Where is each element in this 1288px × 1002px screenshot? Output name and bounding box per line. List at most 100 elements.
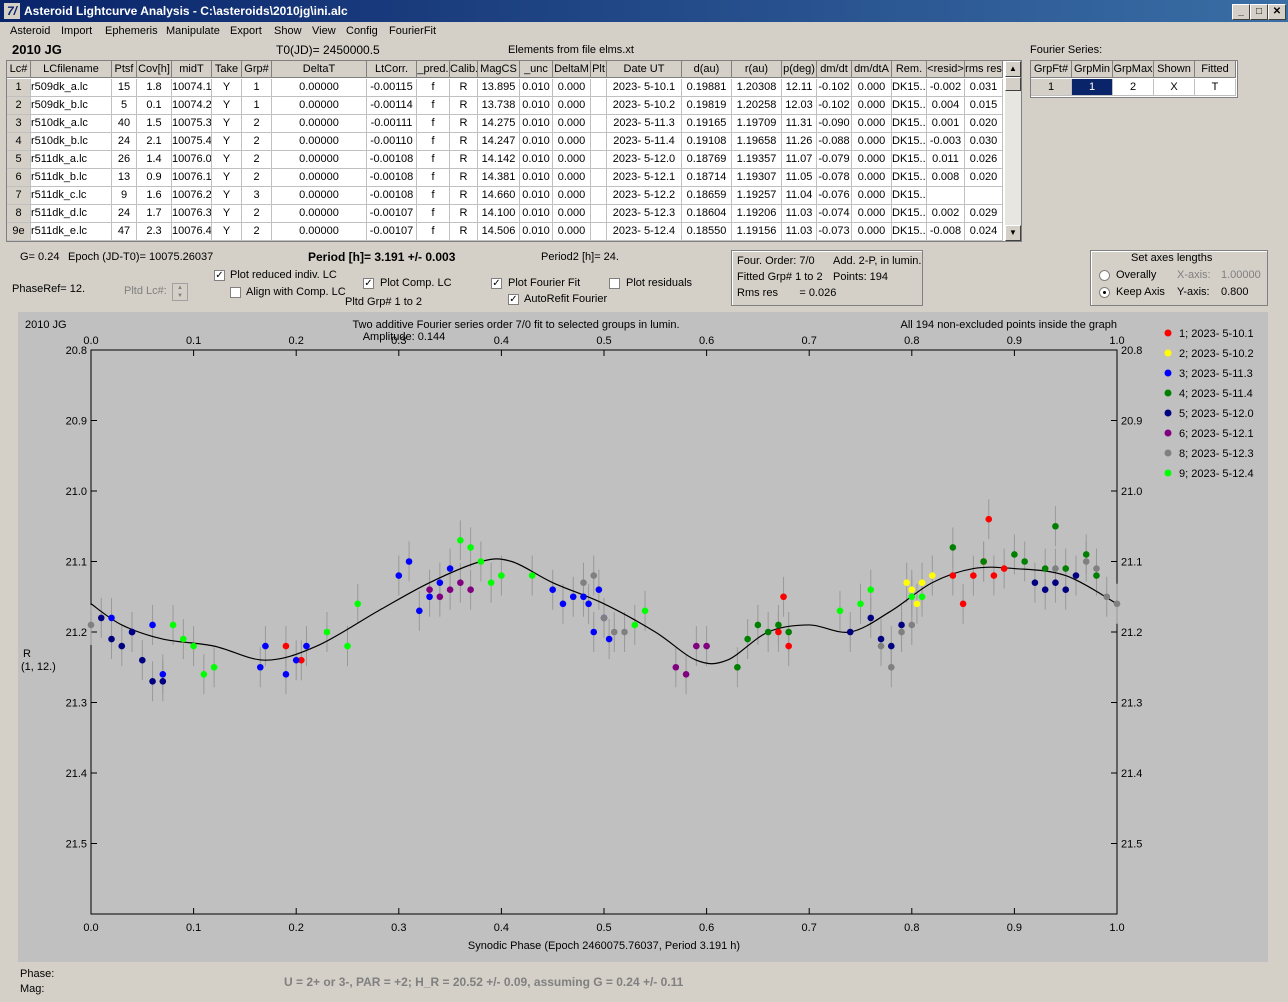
spin-up-icon[interactable]: ▲ bbox=[177, 285, 183, 291]
table-cell[interactable] bbox=[965, 187, 1003, 205]
table-cell[interactable]: 12.11 bbox=[782, 79, 817, 97]
table-cell[interactable]: -0.078 bbox=[817, 169, 852, 187]
column-header[interactable]: Rem. bbox=[892, 61, 927, 78]
table-cell[interactable]: 40 bbox=[112, 115, 137, 133]
column-header[interactable]: dm/dt bbox=[817, 61, 852, 78]
table-scrollbar[interactable]: ▲ ▼ bbox=[1005, 61, 1021, 241]
column-header[interactable]: Ptsf bbox=[112, 61, 137, 78]
table-cell[interactable]: 2 bbox=[242, 151, 272, 169]
column-header[interactable]: Cov[h] bbox=[137, 61, 172, 78]
fourier-series-table[interactable]: GrpFt# 1 GrpMin 1 GrpMax 2 Shown X Fitted T bbox=[1030, 60, 1238, 98]
table-cell[interactable]: 1.19357 bbox=[732, 151, 782, 169]
table-cell[interactable]: r510dk_b.lc bbox=[31, 133, 112, 151]
table-cell[interactable] bbox=[927, 187, 965, 205]
table-cell[interactable]: r509dk_a.lc bbox=[31, 79, 112, 97]
column-header[interactable]: LCfilename bbox=[31, 61, 112, 78]
table-cell[interactable]: 0.030 bbox=[965, 133, 1003, 151]
table-cell[interactable]: 10074.2 bbox=[172, 97, 212, 115]
table-cell[interactable]: -0.00111 bbox=[367, 115, 417, 133]
table-cell[interactable]: 24 bbox=[112, 133, 137, 151]
table-cell[interactable]: DK15... bbox=[892, 223, 927, 241]
menu-export[interactable]: Export bbox=[230, 25, 262, 37]
table-cell[interactable]: 10076.0 bbox=[172, 151, 212, 169]
menu-ephemeris[interactable]: Ephemeris bbox=[105, 25, 158, 37]
table-cell[interactable]: 0.020 bbox=[965, 169, 1003, 187]
table-cell[interactable]: r511dk_d.lc bbox=[31, 205, 112, 223]
scroll-thumb[interactable] bbox=[1005, 77, 1021, 91]
table-cell[interactable] bbox=[591, 205, 607, 223]
column-header[interactable]: rms res bbox=[965, 61, 1003, 78]
table-cell[interactable]: 2023- 5-12.3 bbox=[607, 205, 682, 223]
table-cell[interactable]: DK15... bbox=[892, 115, 927, 133]
scroll-up-icon[interactable]: ▲ bbox=[1005, 61, 1021, 77]
row-header[interactable]: 8 bbox=[7, 205, 31, 223]
table-cell[interactable]: 13.738 bbox=[478, 97, 520, 115]
table-cell[interactable]: -0.00110 bbox=[367, 133, 417, 151]
fourier-cell[interactable]: 1 bbox=[1072, 79, 1113, 96]
table-cell[interactable]: 0.1 bbox=[137, 97, 172, 115]
table-cell[interactable]: 15 bbox=[112, 79, 137, 97]
table-cell[interactable]: 0.000 bbox=[852, 169, 892, 187]
table-cell[interactable]: 0.010 bbox=[520, 97, 553, 115]
table-cell[interactable]: 14.660 bbox=[478, 187, 520, 205]
pltd-lc-spinner[interactable]: ▲ ▼ bbox=[172, 283, 188, 301]
column-header[interactable]: Grp# bbox=[242, 61, 272, 78]
table-cell[interactable]: 0.18550 bbox=[682, 223, 732, 241]
menu-config[interactable]: Config bbox=[346, 25, 378, 37]
table-cell[interactable]: Y bbox=[212, 97, 242, 115]
table-cell[interactable]: 0.000 bbox=[852, 133, 892, 151]
row-header[interactable]: 3 bbox=[7, 115, 31, 133]
table-cell[interactable]: 14.100 bbox=[478, 205, 520, 223]
column-header[interactable]: _unc bbox=[520, 61, 553, 78]
table-cell[interactable]: -0.00108 bbox=[367, 187, 417, 205]
table-cell[interactable]: 0.00000 bbox=[272, 115, 367, 133]
table-cell[interactable]: 11.05 bbox=[782, 169, 817, 187]
close-button[interactable]: ✕ bbox=[1268, 4, 1286, 20]
table-cell[interactable]: 10076.3 bbox=[172, 205, 212, 223]
column-header[interactable]: <resid> bbox=[927, 61, 965, 78]
table-cell[interactable]: 0.010 bbox=[520, 115, 553, 133]
table-cell[interactable]: 13.895 bbox=[478, 79, 520, 97]
table-cell[interactable]: Y bbox=[212, 205, 242, 223]
table-cell[interactable]: r511dk_a.lc bbox=[31, 151, 112, 169]
table-cell[interactable]: 0.000 bbox=[852, 79, 892, 97]
table-cell[interactable]: R bbox=[450, 169, 478, 187]
table-cell[interactable]: 0.000 bbox=[852, 97, 892, 115]
table-cell[interactable]: Y bbox=[212, 187, 242, 205]
table-cell[interactable]: Y bbox=[212, 79, 242, 97]
table-cell[interactable]: 0.000 bbox=[852, 205, 892, 223]
column-header[interactable]: Plt bbox=[591, 61, 607, 78]
column-header[interactable]: Lc# bbox=[7, 61, 31, 78]
table-cell[interactable]: 1.4 bbox=[137, 151, 172, 169]
table-cell[interactable] bbox=[591, 187, 607, 205]
table-cell[interactable]: 0.9 bbox=[137, 169, 172, 187]
table-cell[interactable]: 0.010 bbox=[520, 223, 553, 241]
table-cell[interactable]: 0.000 bbox=[553, 151, 591, 169]
table-cell[interactable]: f bbox=[417, 79, 450, 97]
table-cell[interactable]: 1.6 bbox=[137, 187, 172, 205]
table-cell[interactable]: 14.142 bbox=[478, 151, 520, 169]
table-cell[interactable]: 0.18714 bbox=[682, 169, 732, 187]
table-cell[interactable]: 11.03 bbox=[782, 223, 817, 241]
table-cell[interactable]: -0.088 bbox=[817, 133, 852, 151]
table-cell[interactable]: 0.00000 bbox=[272, 205, 367, 223]
table-cell[interactable]: 0.020 bbox=[965, 115, 1003, 133]
table-cell[interactable]: 0.000 bbox=[553, 97, 591, 115]
table-cell[interactable]: f bbox=[417, 97, 450, 115]
table-cell[interactable]: 2023- 5-12.4 bbox=[607, 223, 682, 241]
table-cell[interactable]: 2.3 bbox=[137, 223, 172, 241]
table-cell[interactable]: 47 bbox=[112, 223, 137, 241]
table-cell[interactable]: -0.00107 bbox=[367, 205, 417, 223]
row-header[interactable]: 9e bbox=[7, 223, 31, 241]
table-cell[interactable]: 0.010 bbox=[520, 187, 553, 205]
table-cell[interactable]: 0.18769 bbox=[682, 151, 732, 169]
table-cell[interactable]: f bbox=[417, 169, 450, 187]
table-cell[interactable]: 2 bbox=[242, 133, 272, 151]
fourier-column-header[interactable]: GrpMin bbox=[1072, 61, 1113, 78]
table-cell[interactable]: R bbox=[450, 97, 478, 115]
fourier-cell[interactable]: 1 bbox=[1031, 79, 1072, 96]
table-cell[interactable]: DK15... bbox=[892, 133, 927, 151]
table-cell[interactable] bbox=[591, 79, 607, 97]
lightcurve-plot[interactable]: 2010 JG Two additive Fourier series orde… bbox=[18, 312, 1268, 962]
table-cell[interactable]: 10076.2 bbox=[172, 187, 212, 205]
